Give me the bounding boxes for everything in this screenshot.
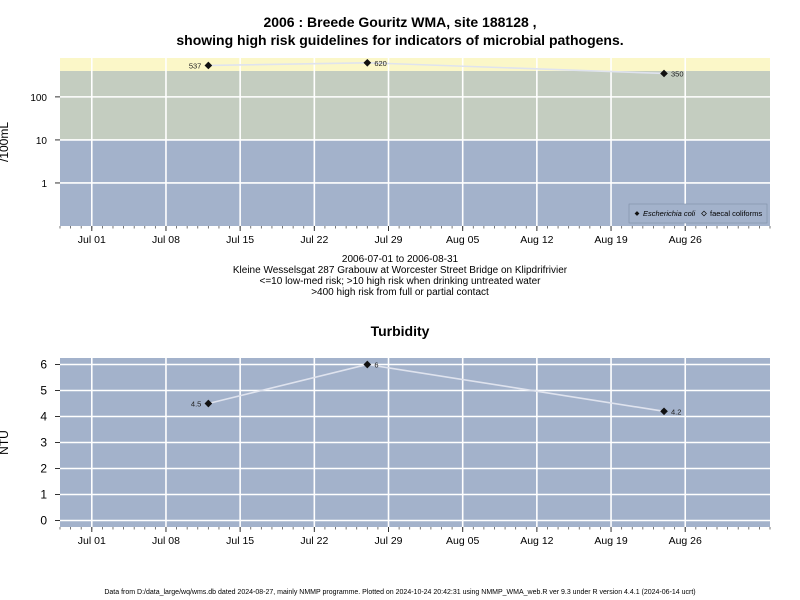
y-tick-label: 10 xyxy=(36,136,48,147)
risk-band-1 xyxy=(60,70,770,140)
legend-box xyxy=(628,203,768,224)
legend-label-faecal: faecal coliforms xyxy=(710,209,762,218)
microbial-plot: Jul 01 Jul 08 Jul 15 Jul 22 Jul 29 Aug 05 Aug … xyxy=(0,58,771,246)
x-tick-label: Jul 22 xyxy=(300,234,328,246)
data-label: 620 xyxy=(374,59,387,68)
data-point xyxy=(660,69,668,78)
caption-date-range: 2006-07-01 to 2006-08-31 xyxy=(341,254,459,265)
x-tick-label: Jul 15 xyxy=(226,234,254,246)
legend-marker-filled xyxy=(634,211,640,216)
x-tick-label: Jul 01 xyxy=(78,234,106,246)
data-label: 537 xyxy=(189,61,202,70)
y-tick-label: 1 xyxy=(41,179,47,190)
y-tick-label: 100 xyxy=(30,93,47,104)
x-tick-label: Aug 12 xyxy=(520,234,553,246)
x-tick-label: Aug 05 xyxy=(446,234,479,246)
legend-label-ecoli: Escherichia coli xyxy=(643,209,695,218)
legend: Escherichia coli faecal coliforms xyxy=(628,203,768,224)
footer-note: Data from D:/data_large/wq/wms.db dated … xyxy=(104,589,696,596)
data-point xyxy=(363,58,372,67)
chart-title-line2: showing high risk guidelines for indicat… xyxy=(176,32,624,48)
y-axis-label: /100mL xyxy=(0,122,11,162)
data-label: 350 xyxy=(671,69,684,78)
chart-title-line1: 2006 : Breede Gouritz WMA, site 188128 , xyxy=(263,14,537,30)
legend-marker-open xyxy=(701,210,707,217)
data-point xyxy=(204,61,213,70)
x-tick-label: Jul 29 xyxy=(374,234,402,246)
caption-risk-drinking: <=10 low-med risk; >10 high risk when dr… xyxy=(259,276,541,287)
x-tick-label: Jul 08 xyxy=(152,234,180,246)
x-tick-label: Aug 26 xyxy=(669,234,702,246)
caption-risk-contact: >400 high risk from full or partial cont… xyxy=(311,287,489,298)
x-tick-label: Aug 19 xyxy=(594,234,627,246)
caption-site-name: Kleine Wesselsgat 287 Grabouw at Worcest… xyxy=(232,265,568,276)
turbidity-title: Turbidity xyxy=(370,323,430,339)
